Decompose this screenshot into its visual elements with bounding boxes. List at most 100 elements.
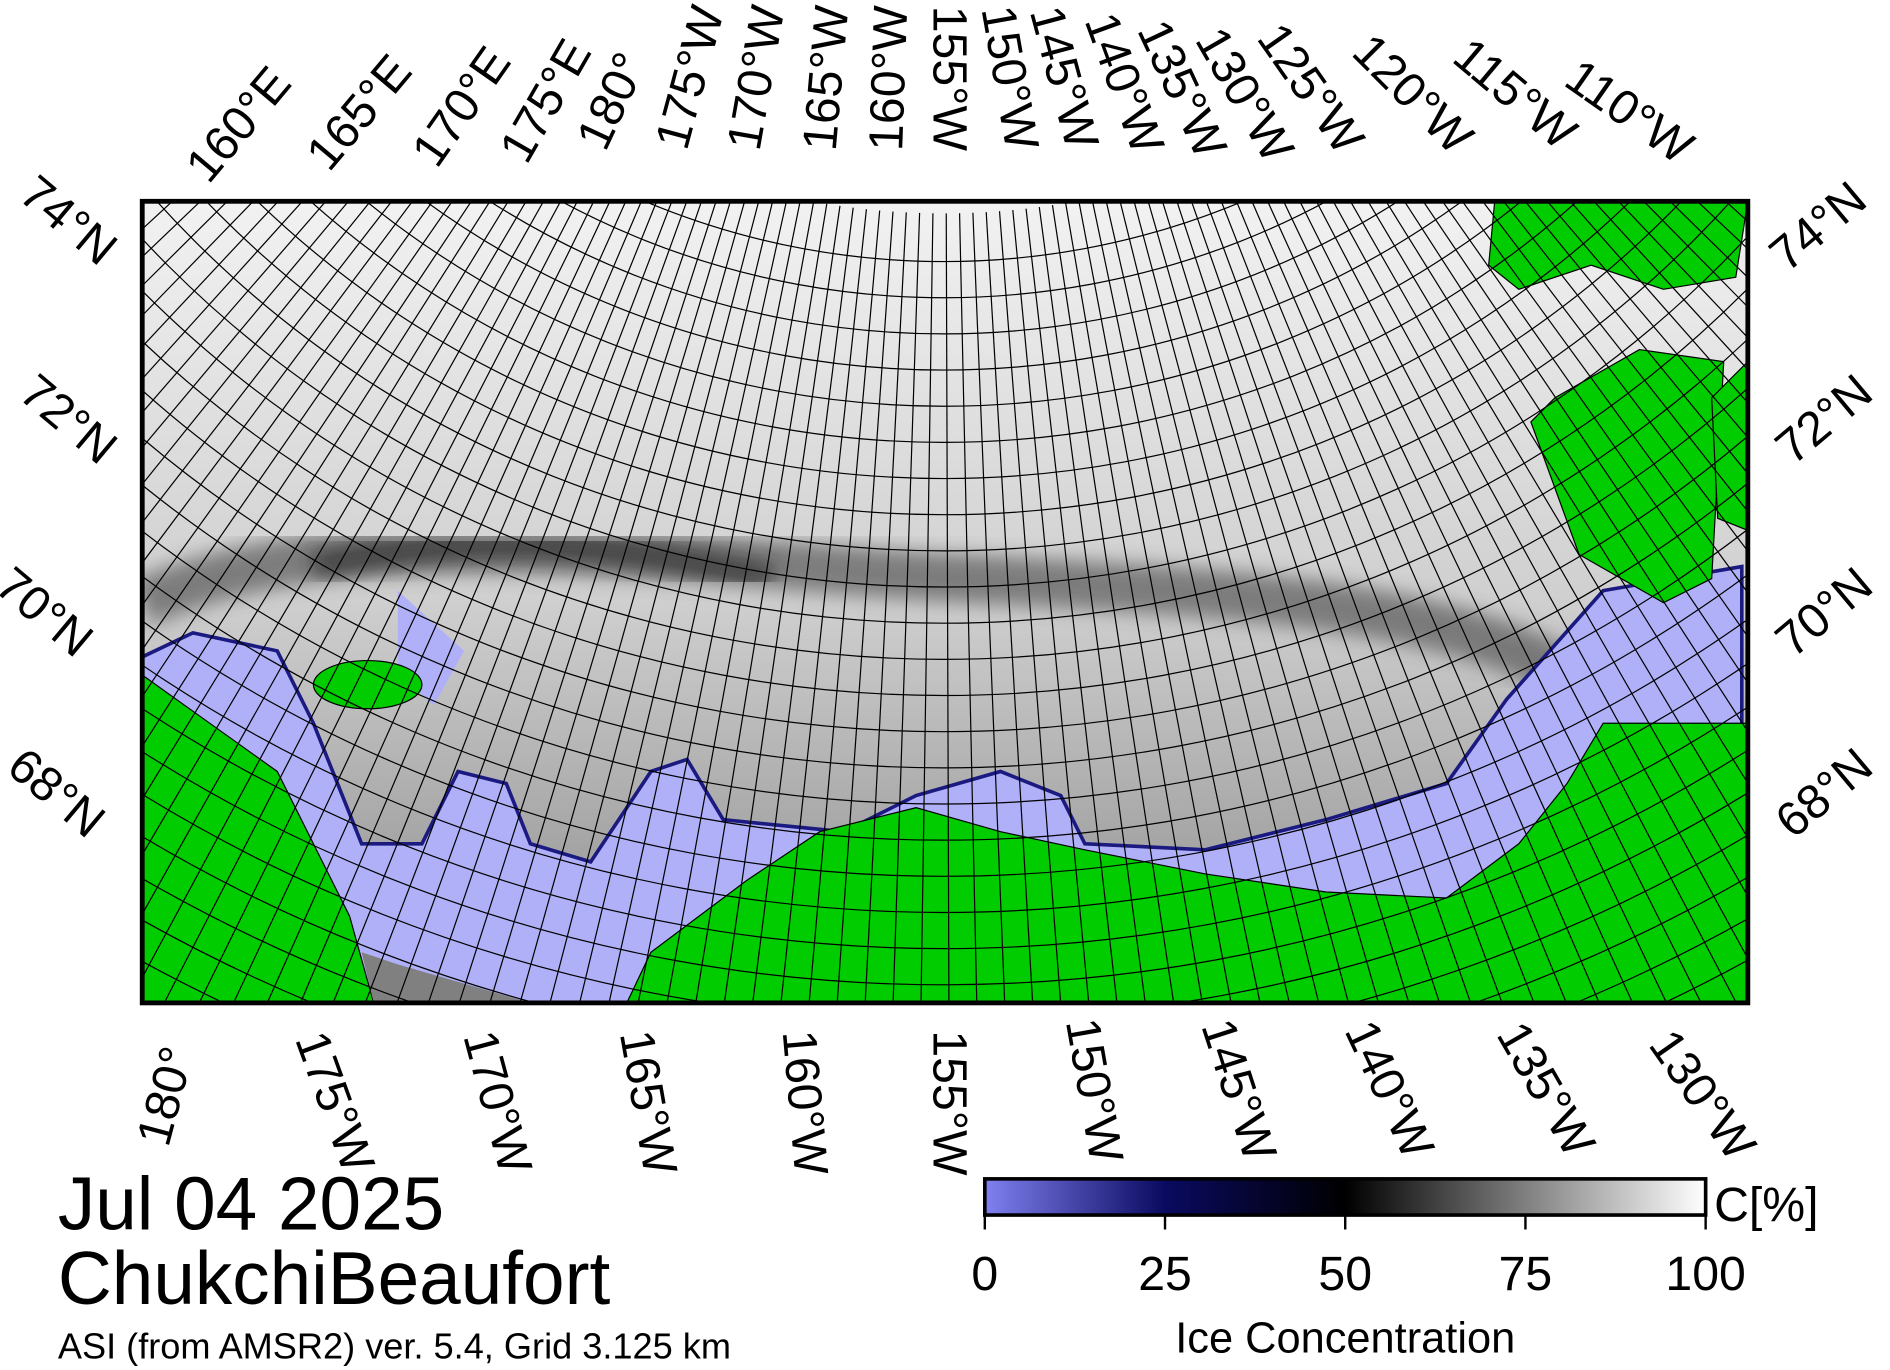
meridian-line	[998, 211, 1062, 1003]
latitude-line	[142, 705, 1748, 949]
meridian-line	[579, 201, 774, 1003]
meridian-line	[780, 209, 868, 1003]
top-longitude-label: 160°E	[176, 57, 302, 193]
meridian-line	[752, 207, 854, 1003]
meridian-line	[1190, 201, 1472, 1003]
colorbar-tick-label: 0	[971, 1247, 998, 1301]
colorbar-tick-label: 100	[1665, 1247, 1745, 1301]
latitude-line	[142, 235, 1748, 588]
bottom-longitude-label: 145°W	[1191, 1012, 1287, 1167]
meridian-line	[142, 201, 545, 916]
top-longitude-label: 170°E	[401, 37, 521, 176]
island	[1711, 360, 1748, 532]
meridian-line	[958, 213, 978, 1003]
colorbar-unit: C[%]	[1714, 1178, 1818, 1232]
meridian-line	[266, 201, 627, 1003]
bottom-longitude-label: 150°W	[1055, 1014, 1133, 1167]
graticule	[142, 201, 1748, 1003]
latitude-line	[156, 201, 1732, 552]
meridian-line	[1299, 201, 1702, 1003]
right-latitude-label: 72°N	[1765, 364, 1882, 475]
meridian-line	[1315, 201, 1737, 1003]
colorbar-ticks: 0 25 50 75 100	[971, 1215, 1746, 1301]
meridian-line	[142, 201, 509, 800]
meridian-line	[1119, 201, 1320, 1003]
meridian-line	[864, 212, 907, 1003]
top-longitude-label: 160°W	[859, 4, 918, 151]
meridian-line	[1147, 201, 1380, 1003]
latitude-line	[142, 528, 1748, 805]
meridian-line	[142, 201, 393, 524]
meridian-line	[1235, 201, 1568, 1003]
meridian-line	[458, 201, 717, 1003]
meridian-line	[1461, 201, 1748, 594]
left-latitude-label: 74°N	[10, 165, 127, 276]
meridian-line	[1502, 201, 1748, 513]
meridian-line	[1133, 201, 1350, 1003]
meridian-line	[1251, 201, 1600, 1003]
meridian-line	[198, 201, 595, 1003]
meridian-line	[892, 212, 921, 1003]
meridian-line	[142, 201, 527, 856]
meridian-line	[1012, 210, 1090, 1003]
meridian-line	[723, 205, 841, 1003]
meridian-line	[1367, 201, 1748, 840]
right-latitude-label: 68°N	[1765, 738, 1882, 849]
meridian-line	[1332, 201, 1748, 960]
meridian-line	[1025, 208, 1118, 1003]
island	[1530, 348, 1725, 604]
meridian-line	[836, 211, 894, 1003]
latitude-line	[142, 338, 1748, 660]
colorbar-tick-label: 25	[1138, 1247, 1192, 1301]
meridian-line	[608, 201, 788, 1003]
bottom-longitude-label: 155°W	[923, 1030, 977, 1176]
latitude-line	[142, 573, 1748, 841]
meridian-line	[232, 201, 611, 1003]
meridian-line	[1282, 201, 1668, 1003]
latitude-line	[142, 435, 1748, 732]
latitude-line	[425, 201, 1463, 371]
meridian-line	[364, 201, 673, 1003]
meridian-line	[1349, 201, 1748, 898]
meridian-line	[142, 201, 473, 698]
meridian-line	[1176, 201, 1441, 1003]
meridian-line	[427, 201, 703, 1003]
colorbar-tick-label: 75	[1499, 1247, 1553, 1301]
bottom-longitude-label: 130°W	[1639, 1020, 1767, 1170]
meridian-line	[396, 201, 688, 1003]
meridian-line	[142, 201, 434, 607]
latitude-line	[488, 201, 1399, 335]
colorbar-label: Ice Concentration	[1175, 1314, 1515, 1362]
meridian-line	[299, 201, 643, 1003]
land	[626, 722, 1748, 1003]
meridian-line	[945, 213, 950, 1003]
left-latitude-label: 72°N	[10, 364, 127, 475]
latitude-line	[310, 201, 1578, 443]
meridian-line	[1078, 201, 1232, 1003]
bottom-longitude-label: 135°W	[1486, 1013, 1606, 1166]
latitude-line	[142, 618, 1748, 877]
meridian-line	[142, 201, 414, 564]
latitude-line	[142, 662, 1748, 913]
bottom-longitude-label: 165°W	[609, 1026, 687, 1179]
bottom-longitude-label: 180°	[127, 1041, 205, 1151]
meridian-line	[695, 203, 828, 1003]
meridian-line	[519, 201, 746, 1003]
meridian-line	[1524, 201, 1748, 475]
meridian-line	[489, 201, 732, 1003]
bottom-longitude-label: 175°W	[284, 1024, 385, 1179]
latitude-line	[205, 201, 1683, 515]
meridian-line	[1051, 205, 1175, 1003]
latitude-line	[643, 201, 1244, 262]
meridian-line	[1385, 201, 1748, 785]
meridian-line	[1205, 201, 1503, 1003]
top-longitude-label: 155°W	[923, 6, 977, 152]
date: Jul 04 2025	[58, 1162, 444, 1246]
latitude-line	[365, 201, 1522, 407]
meridian-line	[1220, 201, 1535, 1003]
latitude-line	[142, 386, 1748, 696]
meridian-line	[1481, 201, 1748, 553]
left-latitude-label: 68°N	[0, 738, 115, 849]
meridian-line	[985, 212, 1034, 1003]
